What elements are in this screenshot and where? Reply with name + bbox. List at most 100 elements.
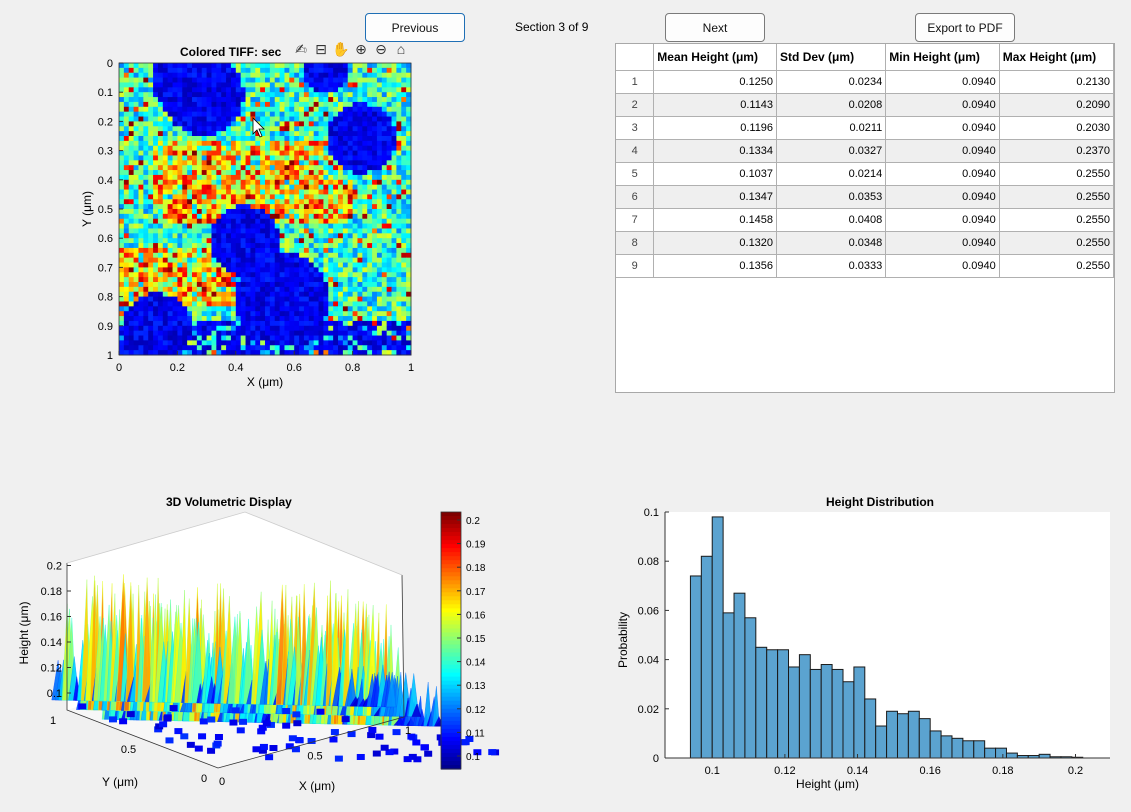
column-header[interactable] (616, 44, 655, 71)
row-number[interactable]: 6 (616, 185, 655, 209)
axes-box-back (66, 511, 403, 576)
row-number[interactable]: 2 (616, 93, 655, 117)
data-tip-icon[interactable]: ⊟ (315, 41, 327, 57)
zoom-in-icon[interactable]: ⊕ (355, 41, 367, 57)
histogram-bar (973, 740, 986, 759)
table-cell[interactable]: 0.1334 (653, 139, 778, 163)
x-tick-label: 0.6 (287, 362, 302, 374)
y-tick-label: 1 (107, 350, 113, 362)
row-number[interactable]: 5 (616, 162, 655, 186)
table-cell[interactable]: 0.0940 (885, 116, 1000, 140)
table-cell[interactable]: 0.0940 (885, 162, 1000, 186)
table-row[interactable]: 5 0.1037 0.0214 0.0940 0.2550 (616, 162, 1114, 186)
table-cell[interactable]: 0.2550 (999, 254, 1114, 278)
z-tick-label: 0.12 (41, 663, 62, 675)
table-cell[interactable]: 0.0348 (776, 231, 887, 255)
pan-hand-icon[interactable]: ✋ (332, 41, 350, 57)
y-tick-label: 0.08 (638, 556, 659, 568)
table-row[interactable]: 7 0.1458 0.0408 0.0940 0.2550 (616, 208, 1114, 232)
table-cell[interactable]: 0.2090 (999, 93, 1114, 117)
table-cell[interactable]: 0.0353 (776, 185, 887, 209)
table-cell[interactable]: 0.1037 (653, 162, 778, 186)
column-header[interactable]: Mean Height (μm) (653, 44, 778, 71)
table-cell[interactable]: 0.0940 (885, 185, 1000, 209)
table-cell[interactable]: 0.1356 (653, 254, 778, 278)
table-cell[interactable]: 0.1347 (653, 185, 778, 209)
table-cell[interactable]: 0.2550 (999, 162, 1114, 186)
table-cell[interactable]: 0.2550 (999, 185, 1114, 209)
table-row[interactable]: 2 0.1143 0.0208 0.0940 0.2090 (616, 93, 1114, 117)
column-header[interactable]: Min Height (μm) (885, 44, 1000, 71)
zoom-out-icon[interactable]: ⊖ (375, 41, 387, 57)
y-tick-label: 0.3 (98, 146, 113, 158)
export-pdf-button[interactable]: Export to PDF (915, 13, 1015, 42)
histogram-bar (886, 710, 898, 759)
row-number[interactable]: 7 (616, 208, 655, 232)
table-cell[interactable]: 0.2370 (999, 139, 1114, 163)
table-row[interactable]: 3 0.1196 0.0211 0.0940 0.2030 (616, 116, 1114, 140)
table-cell[interactable]: 0.0333 (776, 254, 887, 278)
previous-button[interactable]: Previous (365, 13, 465, 42)
z-axis-label: Height (μm) (17, 602, 31, 665)
table-cell[interactable]: 0.0208 (776, 93, 887, 117)
colored-tiff-image-plot[interactable]: 0 0.2 0.4 0.6 0.8 100.10.20.30.40.50.60.70.80… (70, 55, 430, 395)
table-cell[interactable]: 0.2130 (999, 70, 1114, 94)
colorbar-tick-label: 0.12 (466, 705, 486, 716)
row-number[interactable]: 8 (616, 231, 655, 255)
table-cell[interactable]: 0.1196 (653, 116, 778, 140)
histogram-bar (984, 747, 997, 759)
image-plot-title: Colored TIFF: sec (180, 45, 282, 59)
table-row[interactable]: 1 0.1250 0.0234 0.0940 0.2130 (616, 70, 1114, 94)
table-cell[interactable]: 0.2550 (999, 231, 1114, 255)
table-cell[interactable]: 0.1320 (653, 231, 778, 255)
table-row[interactable]: 6 0.1347 0.0353 0.0940 0.2550 (616, 185, 1114, 209)
table-cell[interactable]: 0.1250 (653, 70, 778, 94)
row-number[interactable]: 3 (616, 116, 655, 140)
table-cell[interactable]: 0.0408 (776, 208, 887, 232)
brush-icon[interactable]: ✍ (295, 41, 307, 57)
section-indicator: Section 3 of 9 (515, 20, 589, 34)
image-pixels (119, 63, 412, 356)
axes-box (66, 563, 405, 769)
table-cell[interactable]: 0.0940 (885, 231, 1000, 255)
z-tick-label: 0.1 (47, 688, 62, 700)
table-cell[interactable]: 0.0940 (885, 139, 1000, 163)
next-button[interactable]: Next (665, 13, 765, 42)
table-cell[interactable]: 0.2550 (999, 208, 1114, 232)
table-cell[interactable]: 0.1143 (653, 93, 778, 117)
table-cell[interactable]: 0.0940 (885, 93, 1000, 117)
histogram-bar (853, 666, 866, 759)
row-number[interactable]: 1 (616, 70, 655, 94)
histogram-bar (798, 654, 811, 759)
z-tick-label: 0.2 (47, 561, 62, 573)
height-distribution-chart[interactable]: 0 0.02 0.04 0.06 0.08 0.1 0.1 0.12 0.14 0.16 0.18 0… (600, 505, 1125, 805)
statistics-table[interactable]: Mean Height (μm) Std Dev (μm) Min Height (… (615, 43, 1115, 393)
table-cell[interactable]: 0.0940 (885, 70, 1000, 94)
table-cell[interactable]: 0.1458 (653, 208, 778, 232)
table-cell[interactable]: 0.0234 (776, 70, 887, 94)
column-header[interactable]: Std Dev (μm) (776, 44, 887, 71)
table-cell[interactable]: 0.0940 (885, 208, 1000, 232)
volumetric-3d-plot[interactable]: 0.1 0.12 0.14 0.16 0.18 0.2 Height (μm) 0 0.5 1 X … (0, 505, 500, 805)
histogram-bar (962, 740, 975, 759)
table-cell[interactable]: 0.0214 (776, 162, 887, 186)
table-cell[interactable]: 0.0940 (885, 254, 1000, 278)
y-tick-label: 0.04 (638, 655, 659, 667)
x-tick-label: 0.2 (170, 362, 185, 374)
column-header[interactable]: Max Height (μm) (999, 44, 1114, 71)
table-row[interactable]: 8 0.1320 0.0348 0.0940 0.2550 (616, 231, 1114, 255)
table-row[interactable]: 4 0.1334 0.0327 0.0940 0.2370 (616, 139, 1114, 163)
table-cell[interactable]: 0.2030 (999, 116, 1114, 140)
row-number[interactable]: 9 (616, 254, 655, 278)
table-row[interactable]: 9 0.1356 0.0333 0.0940 0.2550 (616, 254, 1114, 278)
histogram-bar (766, 649, 779, 759)
colorbar-tick-label: 0.2 (466, 516, 480, 527)
histogram-bar (700, 555, 713, 759)
histogram-bar (951, 737, 964, 759)
table-cell[interactable]: 0.0211 (776, 116, 887, 140)
home-icon[interactable]: ⌂ (396, 41, 406, 57)
table-cell[interactable]: 0.0327 (776, 139, 887, 163)
histogram-bar (777, 649, 790, 759)
colorbar-tick-label: 0.16 (466, 610, 486, 621)
row-number[interactable]: 4 (616, 139, 655, 163)
